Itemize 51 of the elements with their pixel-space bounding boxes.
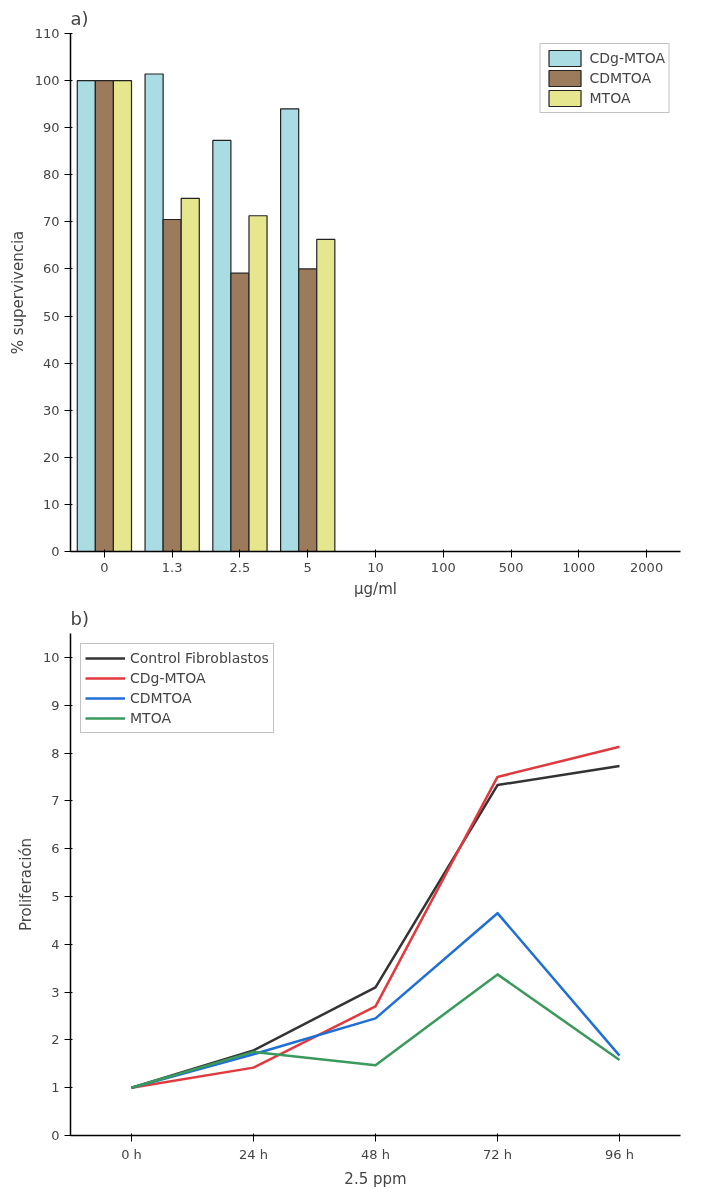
y-tick-label: 40 xyxy=(42,355,60,371)
x-tick-label: 96 h xyxy=(605,1146,634,1162)
y-tick-label: 30 xyxy=(42,402,60,418)
y-tick-label: 110 xyxy=(34,26,60,41)
y-tick-label: 9 xyxy=(51,697,60,713)
chart-title: a) xyxy=(70,7,89,29)
y-tick-label: 3 xyxy=(51,984,60,1000)
y-tick-label: 8 xyxy=(51,745,60,761)
x-tick-label: 1.3 xyxy=(161,559,183,575)
y-tick-label: 10 xyxy=(42,649,60,665)
y-tick-label: 70 xyxy=(42,214,60,230)
x-tick-label: 2.5 xyxy=(229,559,251,575)
legend-label: Control Fibroblastos xyxy=(130,650,269,666)
y-tick-label: 0 xyxy=(51,544,60,559)
y-tick-label: 2 xyxy=(51,1032,60,1048)
chart-title: b) xyxy=(70,607,89,629)
y-tick-label: 5 xyxy=(51,888,60,904)
y-axis-title: % supervivencia xyxy=(8,230,27,355)
y-tick-label: 20 xyxy=(42,449,60,465)
y-tick-label: 50 xyxy=(42,308,60,324)
x-tick-label: 5 xyxy=(303,559,312,575)
legend-label: CDg-MTOA xyxy=(130,670,206,686)
y-tick-label: 1 xyxy=(51,1080,60,1096)
legend-label: MTOA xyxy=(130,710,171,726)
x-tick-label: 2000 xyxy=(630,559,664,575)
x-tick-label: 100 xyxy=(430,559,456,575)
x-axis-title: 2.5 ppm xyxy=(344,1169,407,1188)
legend-label: CDMTOA xyxy=(589,70,652,86)
y-tick-label: 0 xyxy=(51,1128,60,1143)
y-tick-label: 6 xyxy=(51,841,60,857)
line-series xyxy=(130,973,621,1089)
y-tick-label: 7 xyxy=(51,793,60,809)
y-tick-label: 60 xyxy=(42,261,60,277)
x-tick-label: 1000 xyxy=(562,559,596,575)
y-tick-label: 4 xyxy=(51,936,60,952)
y-tick-label: 100 xyxy=(34,73,60,89)
x-tick-label: 10 xyxy=(367,559,384,575)
y-axis-title: Proliferación xyxy=(16,837,35,932)
x-tick-label: 0 h xyxy=(121,1146,142,1162)
legend-label: CDg-MTOA xyxy=(589,50,665,66)
y-tick-label: 90 xyxy=(42,120,60,136)
y-tick-label: 80 xyxy=(42,167,60,183)
x-tick-label: 72 h xyxy=(483,1146,512,1162)
legend-label: MTOA xyxy=(589,90,631,106)
x-tick-label: 48 h xyxy=(361,1146,390,1162)
x-tick-label: 500 xyxy=(498,559,524,575)
legend-label: CDMTOA xyxy=(130,690,192,706)
x-tick-label: 0 xyxy=(100,559,109,575)
x-tick-label: 24 h xyxy=(239,1146,268,1162)
y-tick-label: 10 xyxy=(42,496,60,512)
x-axis-title: µg/ml xyxy=(354,579,397,598)
